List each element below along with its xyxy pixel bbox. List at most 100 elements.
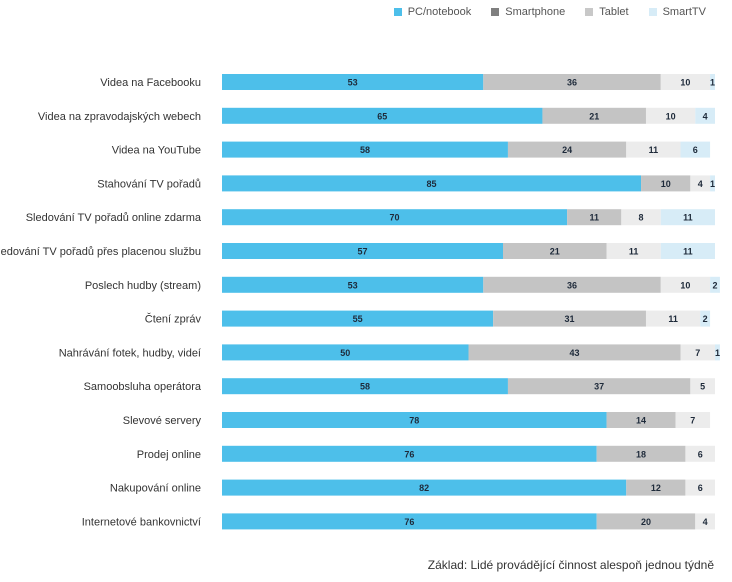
bar-value-label: 43 bbox=[569, 348, 579, 358]
bar-segment-tablet bbox=[690, 175, 711, 192]
bar-value-label: 36 bbox=[567, 78, 577, 88]
category-label: Nakupování online bbox=[110, 483, 201, 495]
bar-segment-pc bbox=[222, 107, 543, 124]
bar-value-label: 2 bbox=[703, 314, 708, 324]
bar-segment-pc bbox=[222, 378, 508, 395]
bar-segment-smartphone bbox=[483, 74, 661, 90]
category-label: Nahrávání fotek, hudby, videí bbox=[59, 347, 201, 359]
bar-segment-smartphone bbox=[596, 445, 686, 462]
legend-item-smartphone: Smartphone bbox=[491, 6, 565, 18]
bar-value-label: 6 bbox=[693, 145, 698, 155]
legend-label-pc: PC/notebook bbox=[407, 6, 472, 18]
bar-segment-pc bbox=[222, 141, 508, 158]
bar-segment-smarttv bbox=[700, 310, 711, 327]
bar-value-label: 5 bbox=[700, 382, 705, 392]
bar-segment-pc bbox=[222, 479, 627, 496]
chart-footnote: Základ: Lidé provádějící činnost alespoň… bbox=[427, 558, 714, 572]
bar-segment-tablet bbox=[621, 209, 661, 226]
bar-value-label: 58 bbox=[360, 382, 370, 392]
bar-segment-smartphone bbox=[483, 276, 661, 293]
legend-label-smarttv: SmartTV bbox=[662, 6, 706, 18]
category-label: Internetové bankovnictví bbox=[82, 516, 201, 528]
category-label: Samoobsluha operátora bbox=[84, 381, 202, 393]
bar-value-label: 4 bbox=[703, 517, 708, 527]
bar-segment-tablet bbox=[695, 513, 715, 530]
bar-segment-smartphone bbox=[596, 513, 696, 530]
legend-swatch-smarttv bbox=[648, 8, 657, 16]
bar-value-label: 36 bbox=[567, 280, 577, 290]
bar-value-label: 78 bbox=[409, 416, 419, 426]
bar-value-label: 37 bbox=[594, 382, 604, 392]
bar-segment-smartphone bbox=[626, 479, 686, 496]
bar-value-label: 2 bbox=[712, 280, 717, 290]
legend-item-tablet: Tablet bbox=[585, 6, 629, 18]
bar-segment-pc bbox=[222, 276, 484, 293]
bar-segment-smartphone bbox=[493, 310, 646, 327]
legend-swatch-pc bbox=[393, 8, 402, 16]
category-label: Videa na zpravodajských webech bbox=[38, 111, 201, 123]
bar-value-label: 11 bbox=[683, 247, 693, 257]
bar-segment-smartphone bbox=[567, 209, 622, 226]
category-label: Sledování TV pořadů přes placenou službu bbox=[0, 246, 201, 258]
bar-segment-pc bbox=[222, 209, 568, 226]
bar-segment-smarttv bbox=[710, 74, 715, 90]
bar-segment-tablet bbox=[675, 412, 711, 428]
bar-value-label: 1 bbox=[710, 78, 715, 88]
category-label: Prodej online bbox=[137, 449, 201, 461]
bar-value-label: 12 bbox=[651, 483, 661, 493]
bar-value-label: 55 bbox=[353, 314, 363, 324]
category-label: Stahování TV pořadů bbox=[97, 178, 201, 190]
bar-segment-smartphone bbox=[641, 175, 691, 192]
legend-item-smarttv: SmartTV bbox=[648, 6, 706, 18]
bar-segment-pc bbox=[222, 74, 484, 90]
bar-value-label: 1 bbox=[710, 179, 715, 189]
category-label: Slevové servery bbox=[123, 415, 202, 427]
bar-segment-tablet bbox=[626, 141, 681, 158]
bar-segment-smartphone bbox=[606, 412, 676, 428]
bar-value-label: 82 bbox=[419, 483, 429, 493]
bar-segment-pc bbox=[222, 412, 607, 428]
bar-segment-tablet bbox=[660, 74, 711, 90]
bar-value-label: 11 bbox=[649, 145, 659, 155]
bar-value-label: 21 bbox=[589, 111, 599, 121]
bar-value-label: 21 bbox=[550, 247, 560, 257]
category-label: Čtení zpráv bbox=[145, 313, 202, 326]
bar-value-label: 76 bbox=[404, 449, 414, 459]
bar-segment-smartphone bbox=[542, 107, 646, 124]
bar-value-label: 11 bbox=[683, 213, 693, 223]
bar-value-label: 53 bbox=[348, 78, 358, 88]
bar-value-label: 11 bbox=[589, 213, 599, 223]
bar-segment-smartphone bbox=[507, 141, 627, 158]
bar-value-label: 76 bbox=[404, 517, 414, 527]
bar-value-label: 85 bbox=[427, 179, 437, 189]
bar-segment-smarttv bbox=[710, 175, 715, 192]
chart-legend: PC/notebook Smartphone Tablet SmartTV bbox=[393, 6, 706, 18]
bar-segment-pc bbox=[222, 513, 597, 530]
bar-value-label: 6 bbox=[698, 449, 703, 459]
bar-segment-tablet bbox=[685, 479, 715, 496]
bar-value-label: 57 bbox=[357, 247, 367, 257]
bar-segment-pc bbox=[222, 243, 504, 259]
bar-segment-tablet bbox=[690, 378, 715, 395]
bar-segment-pc bbox=[222, 344, 469, 361]
legend-swatch-tablet bbox=[585, 8, 594, 16]
bar-segment-smartphone bbox=[503, 243, 607, 259]
bar-value-label: 11 bbox=[668, 314, 678, 324]
bar-value-label: 24 bbox=[562, 145, 572, 155]
bar-value-label: 10 bbox=[680, 78, 690, 88]
bar-segment-tablet bbox=[660, 276, 711, 293]
bar-segment-smarttv bbox=[680, 141, 711, 158]
bar-value-label: 1 bbox=[715, 348, 720, 358]
bar-segment-smarttv bbox=[660, 209, 715, 226]
category-label: Videa na YouTube bbox=[112, 145, 201, 157]
bar-value-label: 58 bbox=[360, 145, 370, 155]
category-label: Sledování TV pořadů online zdarma bbox=[26, 212, 202, 224]
bar-value-label: 6 bbox=[698, 483, 703, 493]
bar-value-label: 7 bbox=[690, 416, 695, 426]
category-label: Videa na Facebooku bbox=[100, 77, 201, 89]
bar-segment-tablet bbox=[685, 445, 715, 462]
legend-label-tablet: Tablet bbox=[599, 6, 629, 18]
bar-segment-smarttv bbox=[710, 276, 720, 293]
bar-value-label: 20 bbox=[641, 517, 651, 527]
bar-value-label: 10 bbox=[666, 111, 676, 121]
